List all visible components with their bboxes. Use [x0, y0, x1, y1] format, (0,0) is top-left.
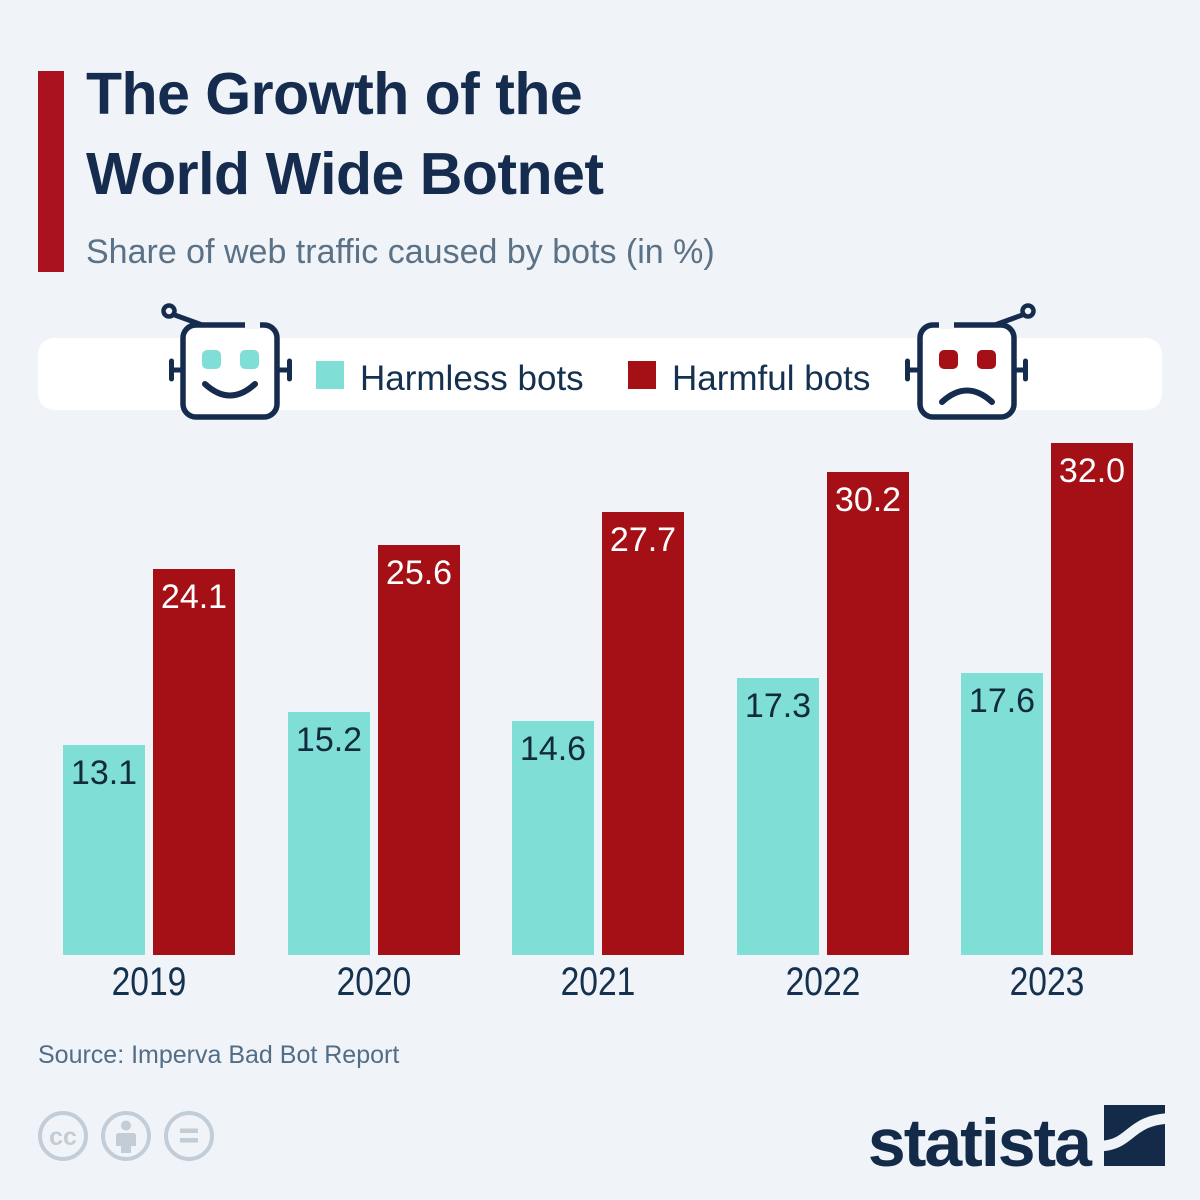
license-icons: cc — [38, 1111, 214, 1161]
robot-happy-icon — [161, 303, 292, 420]
bar-harmless-2020: 15.2 — [288, 712, 370, 955]
x-axis-label-2021: 2021 — [560, 960, 636, 1004]
bar-harmless-2022: 17.3 — [737, 678, 819, 955]
bar-value-label-harmless-2023: 17.6 — [968, 682, 1036, 720]
x-axis-label-2022: 2022 — [785, 960, 861, 1004]
title-accent-bar — [38, 71, 64, 272]
x-axis-label-2020: 2020 — [336, 960, 412, 1004]
bar-value-label-harmless-2020: 15.2 — [295, 721, 363, 759]
bar-value-label-harmful-2020: 25.6 — [385, 554, 453, 592]
legend-label-harmless: Harmless bots — [360, 359, 584, 398]
bar-value-label-harmful-2022: 30.2 — [834, 481, 902, 519]
bar-value-label-harmless-2019: 13.1 — [70, 754, 138, 792]
cc-icon: cc — [38, 1111, 88, 1161]
bar-value-label-harmful-2023: 32.0 — [1058, 452, 1126, 490]
bar-harmless-2023: 17.6 — [961, 673, 1043, 955]
x-axis-label-2023: 2023 — [1009, 960, 1085, 1004]
cc-by-icon — [101, 1111, 151, 1161]
bar-harmful-2020: 25.6 — [378, 545, 460, 955]
bar-harmful-2023: 32.0 — [1051, 443, 1133, 955]
bar-harmless-2019: 13.1 — [63, 745, 145, 955]
page-title: The Growth of the World Wide Botnet — [86, 54, 986, 214]
legend-swatch-harmful — [628, 361, 656, 389]
svg-text:cc: cc — [49, 1123, 77, 1151]
robot-sad-icon — [905, 303, 1036, 420]
source-note: Source: Imperva Bad Bot Report — [38, 1041, 400, 1069]
statista-wordmark: statista — [867, 1105, 1092, 1181]
bar-harmful-2019: 24.1 — [153, 569, 235, 955]
cc-nd-icon — [164, 1111, 214, 1161]
bar-value-label-harmless-2022: 17.3 — [744, 687, 812, 725]
page-title-line1: The Growth of the — [86, 61, 583, 127]
bar-value-label-harmful-2021: 27.7 — [609, 521, 677, 559]
bar-value-label-harmful-2019: 24.1 — [160, 578, 228, 616]
legend-swatch-harmless — [316, 361, 344, 389]
bar-value-label-harmless-2021: 14.6 — [519, 730, 587, 768]
bar-harmless-2021: 14.6 — [512, 721, 594, 955]
bar-harmful-2022: 30.2 — [827, 472, 909, 955]
page-title-line2: World Wide Botnet — [86, 141, 604, 207]
bar-harmful-2021: 27.7 — [602, 512, 684, 955]
page-subtitle: Share of web traffic caused by bots (in … — [86, 233, 715, 271]
legend-label-harmful: Harmful bots — [672, 359, 871, 398]
statista-logo-icon — [1104, 1105, 1165, 1166]
x-axis-label-2019: 2019 — [111, 960, 187, 1004]
